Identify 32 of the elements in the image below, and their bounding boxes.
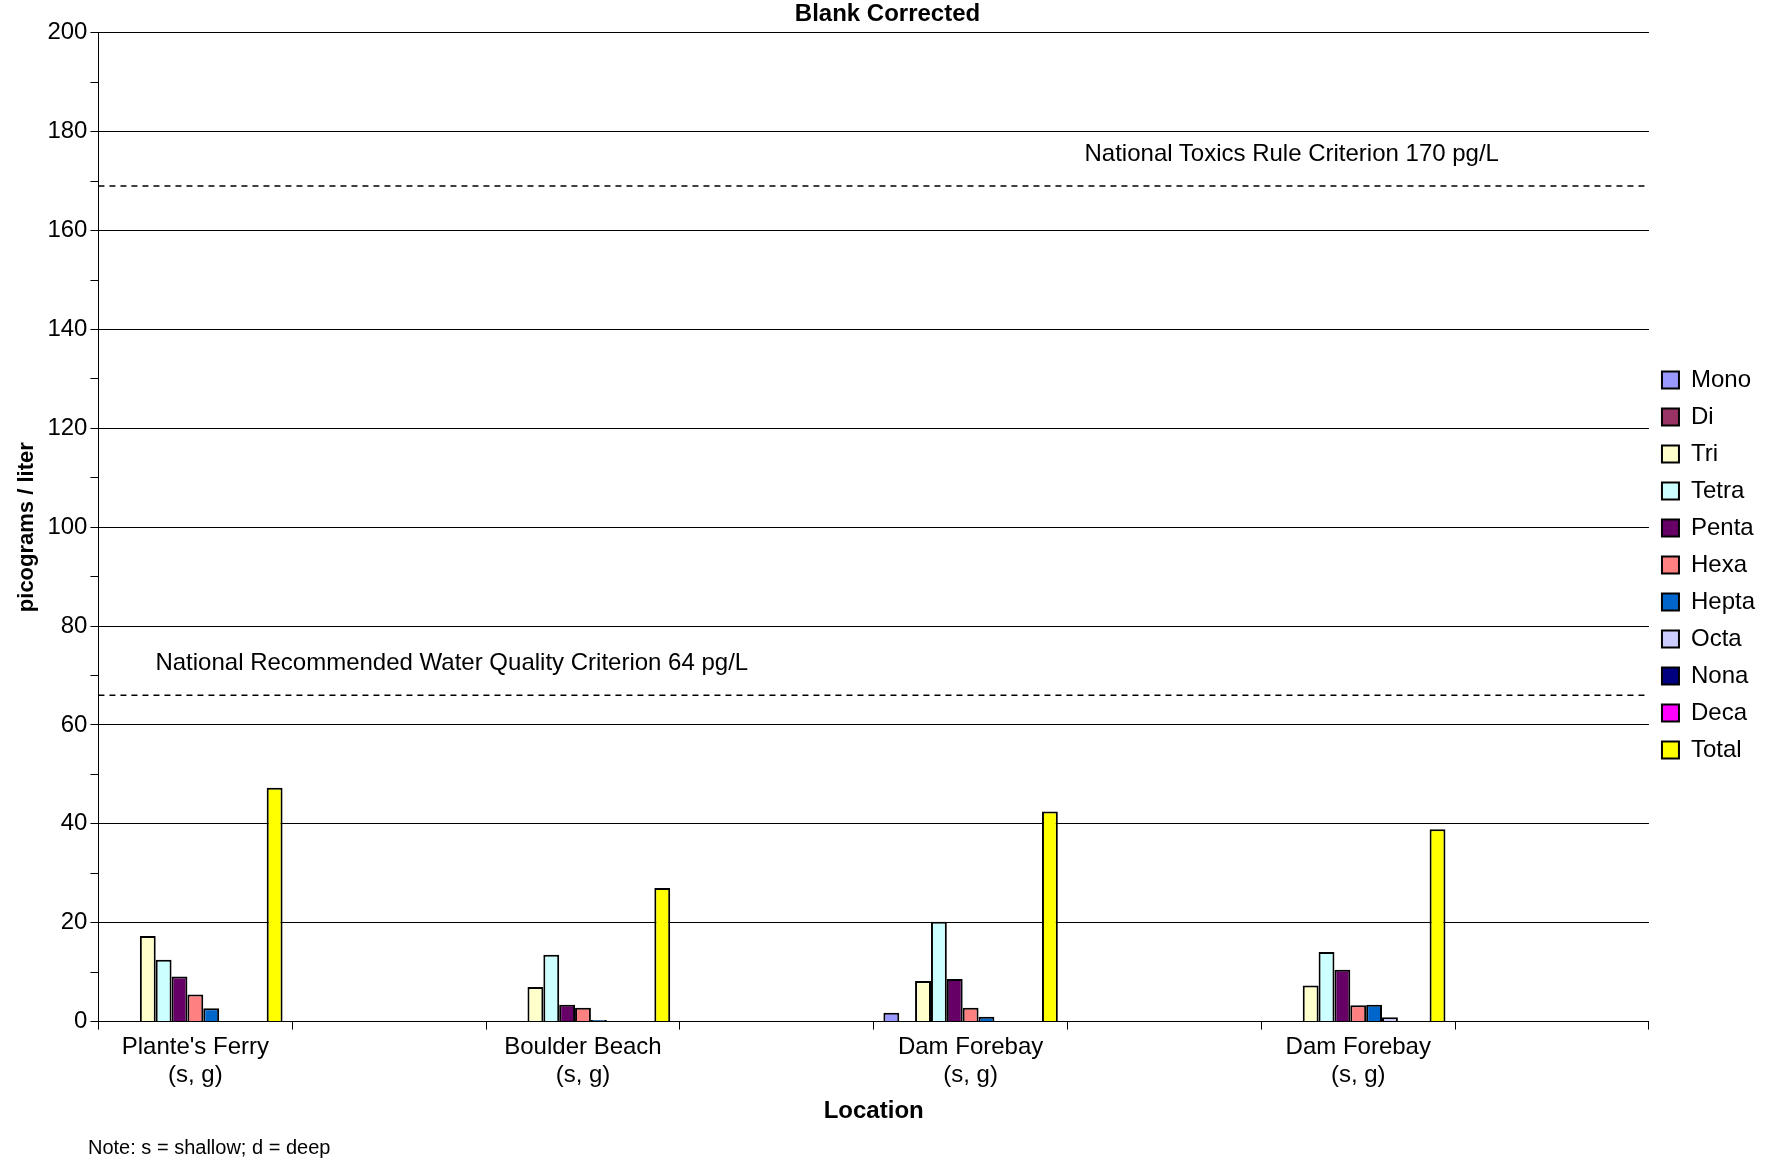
y-tick-label: 60 bbox=[60, 709, 88, 737]
x-axis-title: Location bbox=[823, 1096, 924, 1124]
legend-label: Tetra bbox=[1690, 475, 1745, 503]
x-tick-label: Dam Forebay (s, g) bbox=[897, 1031, 1044, 1088]
y-axis-title: picograms / liter bbox=[13, 441, 39, 613]
y-tick-label: 80 bbox=[60, 610, 88, 638]
y-tick-label: 140 bbox=[47, 314, 88, 342]
y-tick-label: 200 bbox=[47, 17, 88, 45]
legend-label: Penta bbox=[1690, 512, 1755, 540]
legend-label: Di bbox=[1690, 401, 1714, 429]
y-tick-label: 180 bbox=[47, 116, 88, 144]
text: Note: s = shallow; d = deep bbox=[88, 1136, 331, 1159]
ref-line-label: National Recommended Water Quality Criterion 64 pg/L bbox=[155, 647, 749, 675]
legend-label: Total bbox=[1690, 734, 1742, 762]
y-tick-label: 20 bbox=[60, 907, 88, 935]
y-tick-label: 0 bbox=[74, 1006, 88, 1034]
legend-label: Mono bbox=[1690, 364, 1751, 392]
legend-label: Hepta bbox=[1690, 586, 1756, 614]
x-tick-label: Boulder Beach (s, g) bbox=[504, 1031, 662, 1088]
chart-title: Blank Corrected bbox=[794, 0, 981, 27]
legend-label: Nona bbox=[1690, 660, 1749, 688]
y-tick-label: 160 bbox=[47, 215, 88, 243]
legend-label: Tri bbox=[1690, 438, 1719, 466]
legend-label: Deca bbox=[1690, 697, 1748, 725]
x-tick-label: Dam Forebay (s, g) bbox=[1285, 1031, 1431, 1088]
y-tick-label: 100 bbox=[47, 511, 88, 539]
x-tick-label: Plante's Ferry (s, g) bbox=[121, 1031, 269, 1088]
y-tick-label: 120 bbox=[47, 412, 88, 440]
legend-label: Hexa bbox=[1690, 549, 1748, 577]
y-tick-label: 40 bbox=[60, 808, 88, 836]
ref-line-label: National Toxics Rule Criterion 170 pg/L bbox=[1084, 138, 1499, 166]
legend-label: Octa bbox=[1690, 623, 1743, 651]
